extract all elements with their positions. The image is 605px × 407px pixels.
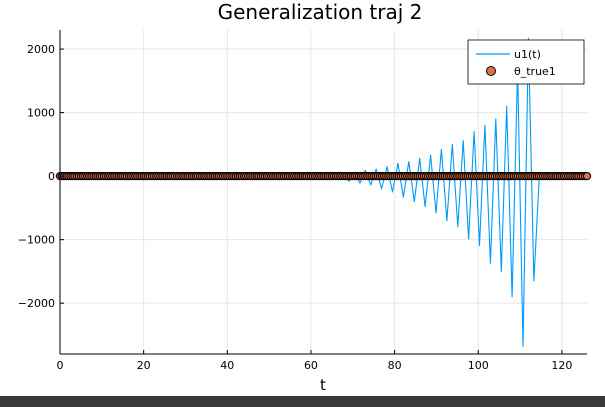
x-tick-label: 0	[57, 359, 64, 372]
legend-box	[467, 39, 585, 85]
legend: u1(t) θ_true1	[467, 39, 585, 85]
x-axis-label: t	[320, 376, 326, 394]
legend-marker-swatch	[486, 66, 496, 76]
chart-title: Generalization traj 2	[218, 0, 423, 24]
bottom-border	[0, 396, 605, 403]
legend-label-theta: θ_true1	[514, 65, 556, 78]
y-tick-label: −2000	[18, 297, 55, 310]
x-tick-label: 60	[304, 359, 318, 372]
y-tick-label: 0	[48, 170, 55, 183]
x-tick-label: 80	[388, 359, 402, 372]
x-tick-label: 20	[137, 359, 151, 372]
y-tick-label: 2000	[27, 43, 55, 56]
scatter-point-theta	[582, 171, 592, 181]
x-tick-label: 120	[551, 359, 572, 372]
axes: 0 20 40 60 80 100 120 −2000 −1000 0 1000 2000	[18, 30, 587, 372]
x-tick-label: 40	[220, 359, 234, 372]
x-tick-label: 100	[468, 359, 489, 372]
y-tick-label: −1000	[18, 234, 55, 247]
legend-label-u1: u1(t)	[514, 48, 541, 61]
data-layer	[55, 37, 592, 347]
y-tick-label: 1000	[27, 107, 55, 120]
